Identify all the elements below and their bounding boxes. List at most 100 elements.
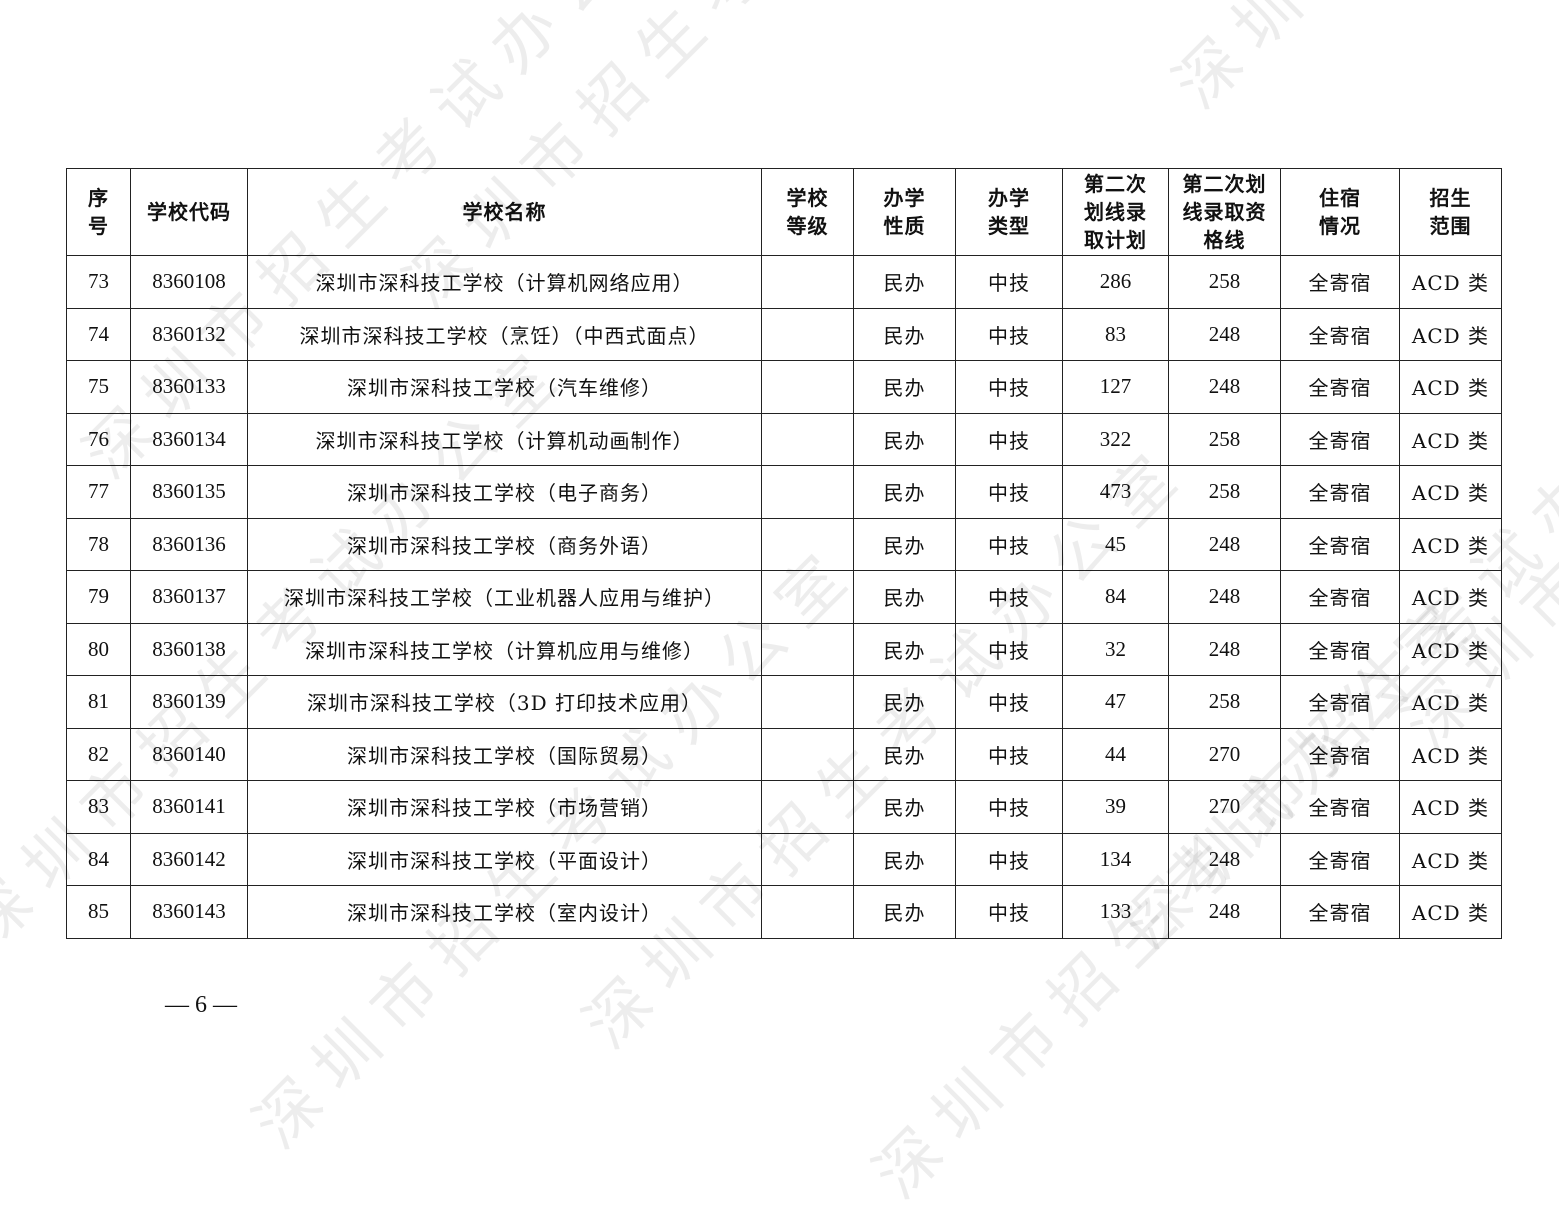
column-header: 住宿 情况 [1280,168,1400,256]
table-cell: 84 [1062,570,1169,624]
table-cell: 83 [66,780,131,834]
table-cell: 286 [1062,255,1169,309]
table-cell: 8360136 [130,517,248,571]
table-cell: 78 [66,517,131,571]
table-cell: ACD 类 [1399,832,1502,886]
table-cell: ACD 类 [1399,412,1502,466]
table-cell: ACD 类 [1399,622,1502,676]
table-cell: 322 [1062,412,1169,466]
table-cell: 8360108 [130,255,248,309]
table-cell: ACD 类 [1399,885,1502,939]
table-cell: 133 [1062,885,1169,939]
column-header: 办学 性质 [853,168,956,256]
table-cell: 47 [1062,675,1169,729]
table-cell: 深圳市深科技工学校（平面设计） [247,832,762,886]
table-cell: 深圳市深科技工学校（国际贸易） [247,727,762,781]
table-cell: 8360137 [130,570,248,624]
table-cell: ACD 类 [1399,307,1502,361]
table-cell: 84 [66,832,131,886]
table-cell: 127 [1062,360,1169,414]
table-cell: 81 [66,675,131,729]
column-header: 第二次 划线录 取计划 [1062,168,1169,256]
table-cell: 民办 [853,570,956,624]
table-cell: 中技 [955,622,1063,676]
table-cell: 民办 [853,412,956,466]
table-row: 79 8360137 深圳市深科技工学校（工业机器人应用与维护） 民办 中技 84 248 全… [66,570,1502,624]
table-cell: 8360142 [130,832,248,886]
table-cell: ACD 类 [1399,780,1502,834]
table-cell: 民办 [853,517,956,571]
table-cell: 民办 [853,255,956,309]
table-cell: 75 [66,360,131,414]
table-row: 81 8360139 深圳市深科技工学校（3D 打印技术应用） 民办 中技 47 258 全寄… [66,675,1502,729]
table-cell: 258 [1168,412,1281,466]
table-cell: 中技 [955,465,1063,519]
table-cell: 民办 [853,885,956,939]
table-cell: 民办 [853,465,956,519]
table-cell: 民办 [853,675,956,729]
table-cell: 中技 [955,307,1063,361]
table-cell: 44 [1062,727,1169,781]
table-row: 75 8360133 深圳市深科技工学校（汽车维修） 民办 中技 127 248 全寄宿 ACD… [66,360,1502,414]
table-cell: 8360133 [130,360,248,414]
table-cell: 全寄宿 [1280,622,1400,676]
page-number: — 6 — [165,992,237,1018]
table-cell: 中技 [955,675,1063,729]
table-row: 74 8360132 深圳市深科技工学校（烹饪）（中西式面点） 民办 中技 83 248 全寄… [66,307,1502,361]
table-cell: ACD 类 [1399,675,1502,729]
table-cell: 39 [1062,780,1169,834]
table-cell: ACD 类 [1399,517,1502,571]
table-row: 83 8360141 深圳市深科技工学校（市场营销） 民办 中技 39 270 全寄宿 ACD … [66,780,1502,834]
table-cell: 248 [1168,885,1281,939]
table-cell: 134 [1062,832,1169,886]
table-row: 80 8360138 深圳市深科技工学校（计算机应用与维修） 民办 中技 32 248 全寄宿… [66,622,1502,676]
table-cell: 8360138 [130,622,248,676]
table-cell: 80 [66,622,131,676]
table-cell: 258 [1168,465,1281,519]
table-cell: 深圳市深科技工学校（电子商务） [247,465,762,519]
table-cell: 全寄宿 [1280,412,1400,466]
table-cell [761,727,854,781]
table-cell: 全寄宿 [1280,832,1400,886]
table-cell: 248 [1168,570,1281,624]
table-cell: ACD 类 [1399,570,1502,624]
table-cell: 民办 [853,780,956,834]
table-cell: 深圳市深科技工学校（烹饪）（中西式面点） [247,307,762,361]
column-header: 招生 范围 [1399,168,1502,256]
table-cell: 全寄宿 [1280,675,1400,729]
column-header: 学校代码 [130,168,248,256]
table-row: 73 8360108 深圳市深科技工学校（计算机网络应用） 民办 中技 286 258 全寄宿… [66,255,1502,309]
table-row: 85 8360143 深圳市深科技工学校（室内设计） 民办 中技 133 248 全寄宿 ACD… [66,885,1502,939]
table-cell: 73 [66,255,131,309]
table-cell: 中技 [955,255,1063,309]
table-cell: 深圳市深科技工学校（计算机应用与维修） [247,622,762,676]
admission-table: 序 号学校代码 学校名称 学校 等级 办学 性质 办学 类型 第二次 划线录 取计划 第二次… [66,168,1502,939]
table-cell [761,412,854,466]
table-cell: 83 [1062,307,1169,361]
table-cell: ACD 类 [1399,465,1502,519]
table-cell: 8360140 [130,727,248,781]
table-cell: 248 [1168,360,1281,414]
table-cell: 258 [1168,255,1281,309]
table-cell: 8360134 [130,412,248,466]
table-row: 84 8360142 深圳市深科技工学校（平面设计） 民办 中技 134 248 全寄宿 ACD… [66,832,1502,886]
table-cell: 民办 [853,622,956,676]
column-header: 学校名称 [247,168,762,256]
table-cell: 深圳市深科技工学校（3D 打印技术应用） [247,675,762,729]
table-cell: 全寄宿 [1280,255,1400,309]
table-cell: 中技 [955,727,1063,781]
table-row: 76 8360134 深圳市深科技工学校（计算机动画制作） 民办 中技 322 258 全寄宿… [66,412,1502,466]
column-header: 第二次划 线录取资 格线 [1168,168,1281,256]
table-cell [761,255,854,309]
watermark: 深圳市招生考试办公室 [1150,0,1559,125]
column-header: 序 号 [66,168,131,256]
table-cell: 民办 [853,832,956,886]
table-cell: 79 [66,570,131,624]
table-cell: 32 [1062,622,1169,676]
table-cell: ACD 类 [1399,727,1502,781]
table-cell: ACD 类 [1399,360,1502,414]
table-cell: 中技 [955,360,1063,414]
table-cell: 8360135 [130,465,248,519]
table-cell [761,832,854,886]
table-cell: 中技 [955,832,1063,886]
